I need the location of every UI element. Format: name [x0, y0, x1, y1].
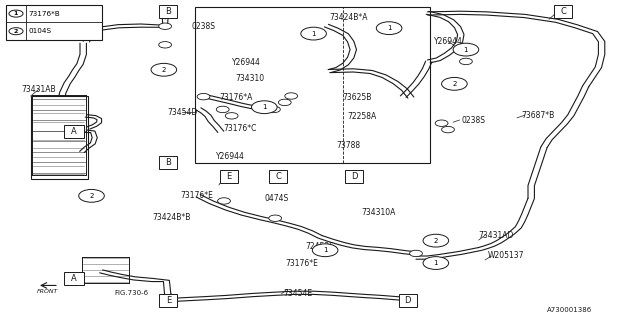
Text: Y26944: Y26944 — [433, 37, 463, 46]
Circle shape — [435, 120, 448, 126]
Text: 73176*A: 73176*A — [219, 93, 252, 102]
Circle shape — [429, 260, 442, 266]
Text: 72258A: 72258A — [347, 112, 376, 121]
Circle shape — [79, 189, 104, 202]
Text: 1: 1 — [262, 104, 267, 110]
Text: 73454D: 73454D — [167, 108, 198, 116]
FancyBboxPatch shape — [195, 7, 430, 163]
Text: E: E — [227, 172, 232, 181]
Text: 2: 2 — [14, 29, 18, 34]
Text: 0238S: 0238S — [461, 116, 486, 124]
Text: B: B — [165, 7, 172, 16]
Text: D: D — [351, 172, 357, 181]
Text: 72452F: 72452F — [306, 242, 334, 251]
FancyBboxPatch shape — [399, 294, 417, 307]
Text: 2: 2 — [452, 81, 456, 87]
Circle shape — [454, 46, 467, 53]
Text: 73431AD: 73431AD — [478, 231, 514, 240]
Circle shape — [312, 244, 338, 257]
Circle shape — [442, 77, 467, 90]
Text: A: A — [72, 274, 77, 283]
Circle shape — [216, 106, 229, 113]
Text: Y26944: Y26944 — [216, 152, 245, 161]
Circle shape — [383, 25, 396, 31]
FancyBboxPatch shape — [64, 272, 84, 285]
Circle shape — [285, 93, 298, 99]
FancyBboxPatch shape — [345, 170, 363, 183]
Circle shape — [453, 43, 479, 56]
FancyBboxPatch shape — [159, 294, 177, 307]
Text: 1: 1 — [433, 260, 438, 266]
Text: B: B — [165, 158, 172, 167]
Text: E: E — [166, 296, 171, 305]
FancyBboxPatch shape — [220, 170, 238, 183]
Circle shape — [252, 101, 277, 114]
FancyBboxPatch shape — [6, 5, 102, 40]
Text: W205137: W205137 — [487, 252, 524, 260]
Text: 73176*E: 73176*E — [180, 191, 214, 200]
Text: 734310A: 734310A — [362, 208, 396, 217]
Text: 0474S: 0474S — [264, 194, 289, 203]
Text: 2: 2 — [162, 67, 166, 73]
Circle shape — [225, 113, 238, 119]
Circle shape — [159, 23, 172, 29]
Text: 73625B: 73625B — [342, 93, 372, 102]
FancyBboxPatch shape — [159, 5, 177, 18]
FancyBboxPatch shape — [269, 170, 287, 183]
Circle shape — [268, 106, 280, 113]
Text: 1: 1 — [387, 25, 392, 31]
Text: A: A — [72, 127, 77, 136]
Text: 1: 1 — [14, 11, 18, 16]
Text: D: D — [404, 296, 411, 305]
Text: A730001386: A730001386 — [547, 307, 592, 313]
Text: 73424B*A: 73424B*A — [330, 13, 368, 22]
Text: 0238S: 0238S — [191, 22, 216, 31]
Text: 73176*D: 73176*D — [47, 159, 81, 168]
Circle shape — [159, 42, 172, 48]
Text: 73454E: 73454E — [283, 289, 312, 298]
Text: 1: 1 — [311, 31, 316, 36]
Text: 734310: 734310 — [235, 74, 264, 83]
FancyBboxPatch shape — [554, 5, 572, 18]
Text: 0104S: 0104S — [28, 28, 51, 34]
FancyBboxPatch shape — [31, 96, 88, 179]
Text: 73176*B: 73176*B — [28, 11, 60, 17]
Circle shape — [429, 237, 442, 244]
Text: 73176*C: 73176*C — [223, 124, 257, 132]
Text: C: C — [560, 7, 566, 16]
Circle shape — [278, 99, 291, 106]
Circle shape — [9, 10, 23, 17]
Circle shape — [423, 234, 449, 247]
Text: 73687*B: 73687*B — [521, 111, 554, 120]
Circle shape — [269, 215, 282, 221]
FancyBboxPatch shape — [64, 125, 84, 138]
Text: 1: 1 — [463, 47, 468, 52]
Circle shape — [218, 198, 230, 204]
Text: FIG.730-6: FIG.730-6 — [114, 290, 148, 296]
Circle shape — [410, 250, 422, 257]
Text: Y26944: Y26944 — [232, 58, 261, 67]
Text: 73424B*B: 73424B*B — [152, 213, 191, 222]
Circle shape — [197, 93, 210, 100]
Text: FRONT: FRONT — [37, 289, 59, 294]
Circle shape — [307, 30, 320, 37]
Text: 2: 2 — [90, 193, 93, 199]
Circle shape — [448, 81, 461, 87]
Text: 73431AB: 73431AB — [21, 85, 56, 94]
Circle shape — [376, 22, 402, 35]
Circle shape — [460, 58, 472, 65]
Circle shape — [9, 28, 23, 35]
Circle shape — [423, 257, 449, 269]
Text: 73788: 73788 — [337, 141, 361, 150]
Text: W205117: W205117 — [52, 132, 88, 140]
Text: 1: 1 — [323, 247, 328, 253]
Text: 73176*E: 73176*E — [285, 260, 319, 268]
Circle shape — [319, 247, 332, 253]
Circle shape — [442, 126, 454, 133]
Circle shape — [151, 63, 177, 76]
Text: 2: 2 — [434, 238, 438, 244]
Circle shape — [301, 27, 326, 40]
Text: C: C — [275, 172, 282, 181]
FancyBboxPatch shape — [159, 156, 177, 169]
